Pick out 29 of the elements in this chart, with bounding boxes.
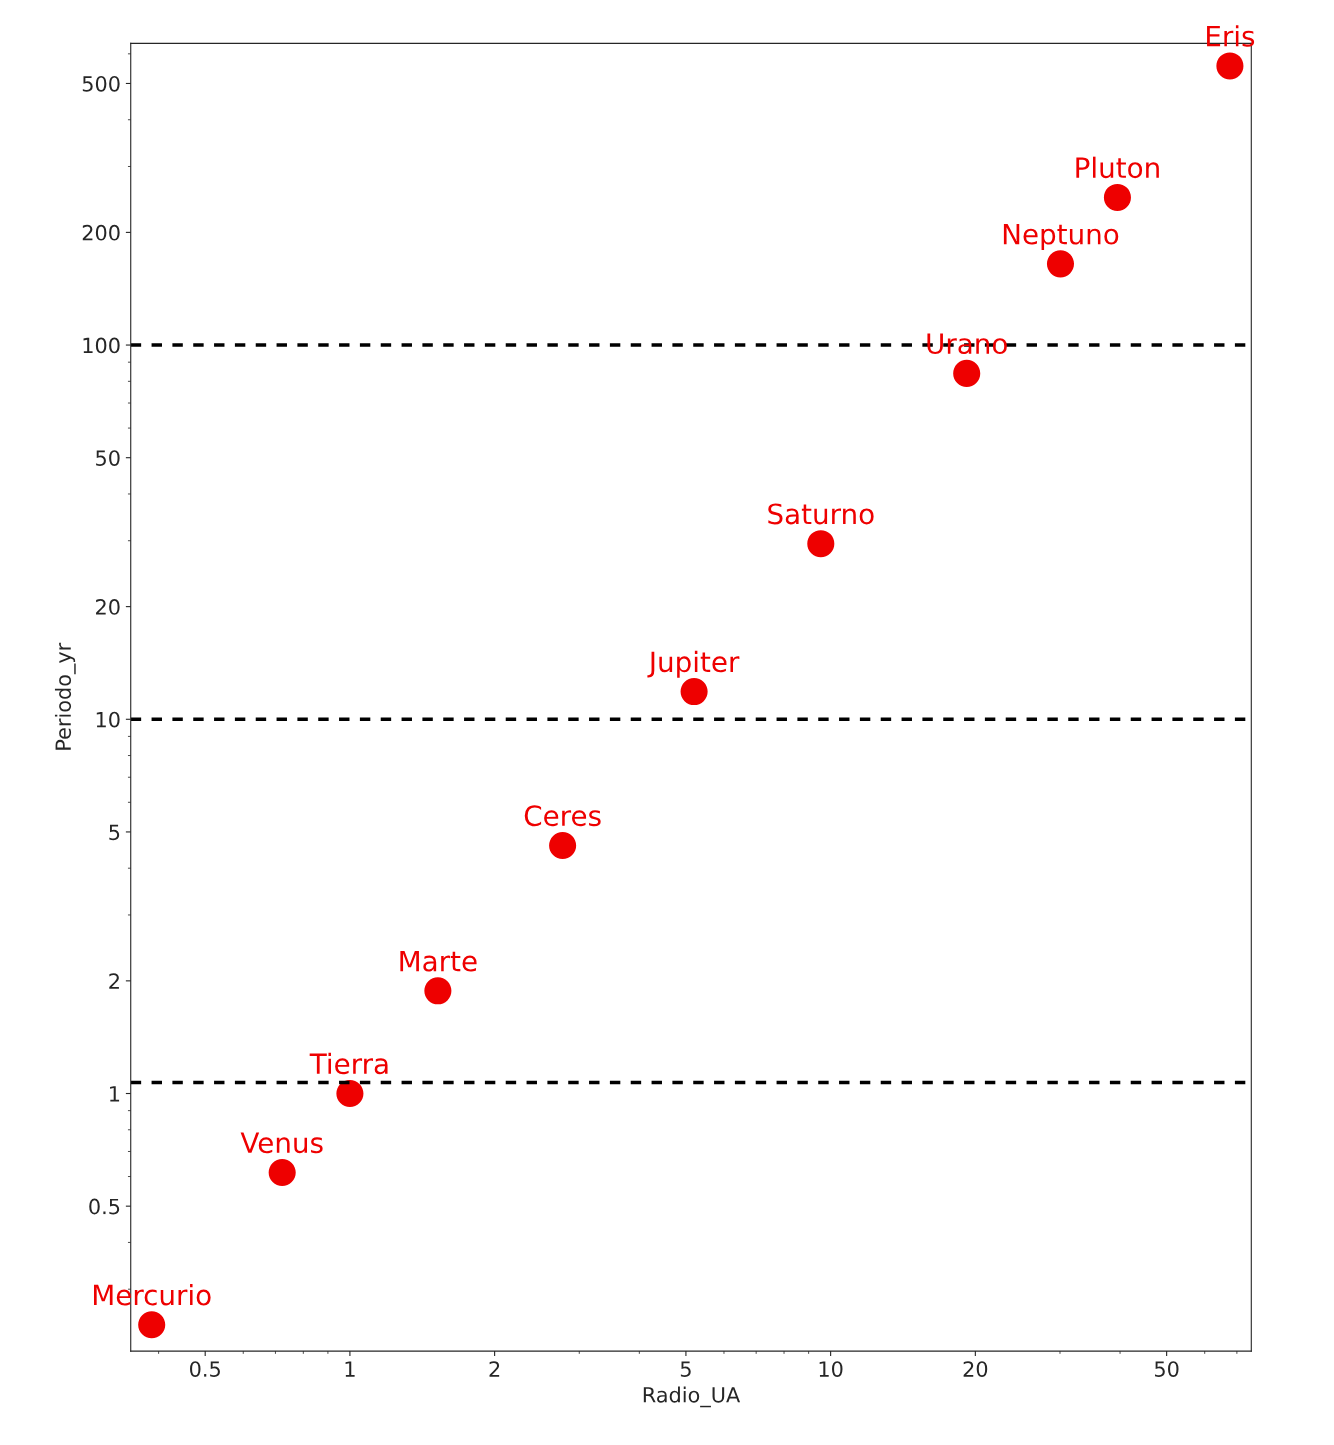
y-tick-label: 50 bbox=[96, 450, 120, 466]
x-tick-label: 2 bbox=[489, 1361, 500, 1377]
x-tick-label: 1 bbox=[345, 1361, 355, 1377]
annotation: Ceres bbox=[524, 805, 601, 827]
annotation: Marte bbox=[400, 950, 477, 972]
y-tick-label: 200 bbox=[82, 224, 120, 241]
x-axis-title: Radio_UA bbox=[643, 1386, 741, 1408]
annotation: Venus bbox=[240, 1132, 323, 1154]
x-tick-label: 5 bbox=[680, 1361, 691, 1377]
y-tick-label: 100 bbox=[83, 337, 120, 354]
annotation: Saturno bbox=[768, 503, 874, 525]
y-tick-label: 1 bbox=[110, 1086, 120, 1102]
x-tick-label: 20 bbox=[963, 1361, 988, 1377]
annotation: Tierra bbox=[309, 1052, 388, 1075]
annotation: Urano bbox=[927, 333, 1007, 355]
x-tick-label: 10 bbox=[819, 1361, 843, 1377]
annotation: Neptuno bbox=[1003, 223, 1119, 250]
y-tick-label: 500 bbox=[82, 75, 120, 92]
annotation: Jupiter bbox=[647, 650, 740, 678]
y-axis-title: Periodo_yr bbox=[54, 642, 76, 750]
annotation: Eris bbox=[1207, 25, 1255, 47]
x-tick-label: 50 bbox=[1154, 1361, 1179, 1377]
y-tick-label: 20 bbox=[96, 599, 120, 615]
annotation: Pluton bbox=[1076, 156, 1159, 179]
x-tick-label: 0.5 bbox=[190, 1361, 220, 1377]
y-tick-label: 2 bbox=[109, 973, 119, 989]
y-tick-label: 5 bbox=[109, 824, 120, 841]
y-tick-label: 0.5 bbox=[89, 1198, 120, 1215]
y-tick-label: 10 bbox=[96, 711, 120, 728]
